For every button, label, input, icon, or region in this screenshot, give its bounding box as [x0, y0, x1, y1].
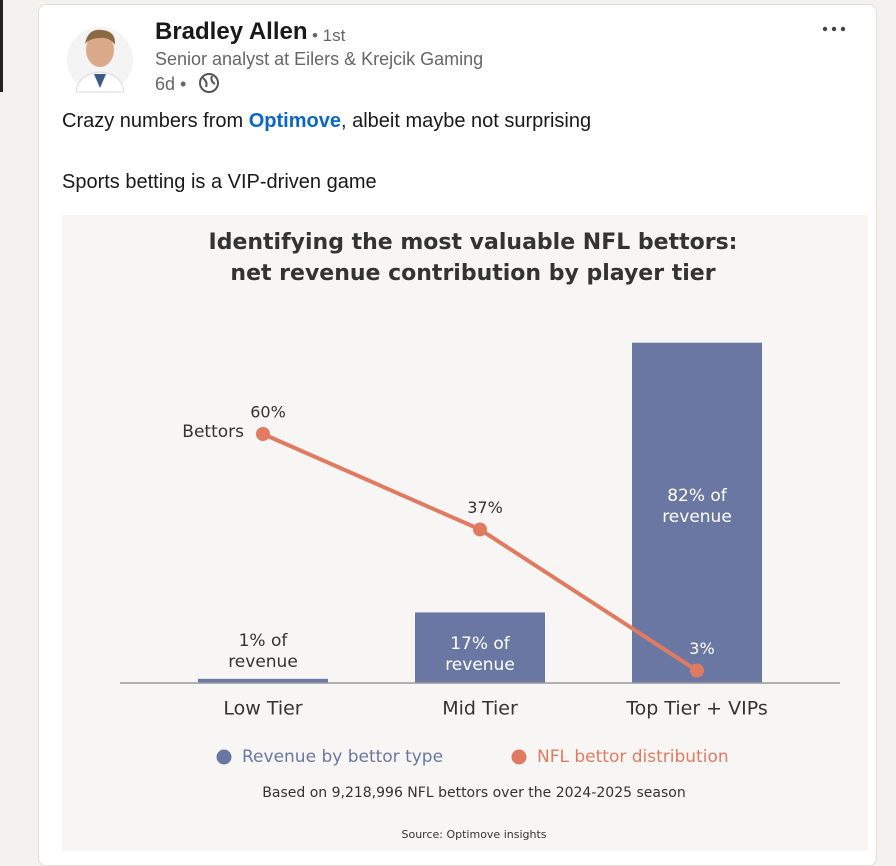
line-value-label: 60% [250, 403, 286, 422]
bar [415, 612, 545, 683]
x-tick-label: Mid Tier [442, 698, 518, 720]
post-text: Crazy numbers from Optimove, albeit mayb… [62, 110, 591, 133]
line-point [690, 663, 704, 678]
line-value-label: 37% [467, 498, 503, 517]
more-menu[interactable] [822, 26, 846, 32]
link[interactable]: Optimove [248, 110, 341, 132]
bar [632, 342, 762, 683]
line-point [256, 427, 270, 441]
bar-value-label: 17% of revenue [445, 634, 515, 676]
chart-subtitle: net revenue contribution by player tier [230, 261, 715, 286]
avatar[interactable] [67, 27, 133, 93]
globe-icon [199, 73, 219, 93]
chart-note: Based on 9,218,996 NFL bettors over the … [262, 785, 685, 801]
connection-degree: • 1st [312, 26, 346, 45]
annotation: Bettors [182, 422, 244, 442]
legend-swatch [216, 749, 232, 765]
legend-label: NFL bettor distribution [537, 747, 729, 767]
legend-swatch [511, 749, 527, 765]
edge [0, 0, 3, 92]
text: Crazy numbers from [62, 110, 249, 132]
bar-value-label: 1% of revenue [228, 630, 298, 672]
post-time: 6d • [155, 74, 187, 94]
bar-value-label: 82% of revenue [662, 485, 732, 527]
bar [198, 678, 328, 683]
line-value-label: 3% [689, 639, 714, 658]
author-name[interactable]: Bradley Allen [155, 18, 308, 45]
line-point [473, 522, 487, 537]
legend-label: Revenue by bettor type [242, 747, 443, 767]
chart-title: Identifying the most valuable NFL bettor… [209, 230, 738, 255]
chart-source: Source: Optimove insights [401, 828, 546, 841]
text: , albeit maybe not surprising [340, 110, 592, 132]
post-text: Sports betting is a VIP-driven game [62, 171, 377, 193]
x-tick-label: Top Tier + VIPs [625, 698, 768, 720]
x-tick-label: Low Tier [223, 698, 302, 720]
author-headline: Senior analyst at Eilers & Krejcik Gamin… [155, 49, 484, 69]
